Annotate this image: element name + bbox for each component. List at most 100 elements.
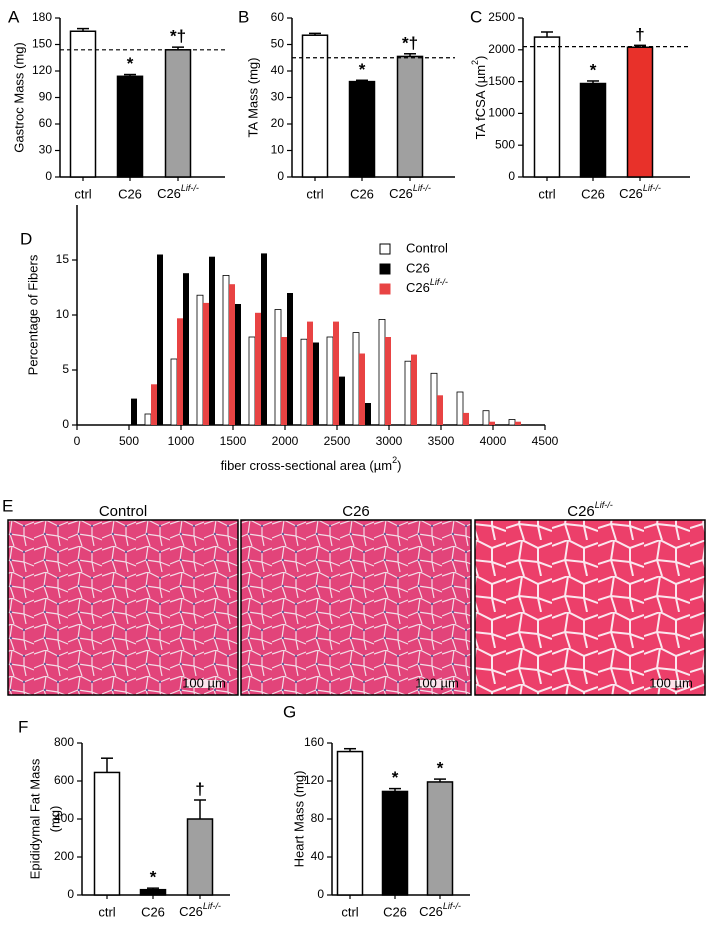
scale-bar-label: 100 µm [649,675,693,690]
histogram-bar [157,254,163,425]
legend-label: C26 [406,260,430,275]
y-tick-label: 0 [62,417,69,431]
y-tick-label: 400 [54,811,74,825]
y-tick-label: 40 [271,63,285,77]
histogram-bar [378,318,386,426]
y-axis-label: Gastroc Mass (mg) [11,42,26,153]
y-tick-label: 160 [304,735,324,749]
histogram-bar [326,336,334,426]
histogram-bar [144,413,152,426]
histogram-bar [339,376,345,425]
panel-letter: G [283,702,296,721]
histogram-bar [151,384,157,425]
bar [426,781,454,896]
x-axis-label: fiber cross-sectional area (µm2) [221,455,402,473]
x-axis-label-sup: 2 [392,455,397,465]
y-axis-label: (mg) [47,806,62,833]
histology-image [7,519,239,696]
y-tick-label: 10 [271,143,285,157]
bar [626,46,654,178]
legend-label: C26Lif-/- [406,277,448,295]
y-axis-label: Epididymal Fat Mass [27,758,42,879]
annotation: * [150,868,157,887]
y-tick-label: 180 [32,10,52,24]
x-tick-label: 1500 [220,434,247,448]
x-axis-label-tail: ) [397,458,401,473]
panel-letter: A [8,7,20,26]
legend-swatch [379,283,391,295]
x-tick-label: 3500 [428,434,455,448]
y-tick-label: 2500 [488,10,515,24]
y-tick-label: 50 [271,37,285,51]
y-axis-label-sup: 2 [470,60,480,65]
annotation: *† [402,33,418,52]
x-tick-label: C26Lif-/- [179,901,221,919]
x-tick-label: C26 [581,186,605,201]
y-tick-label: 1500 [488,74,515,88]
bar [69,30,97,178]
x-tick-label: C26Lif-/- [419,901,461,919]
histogram-bar [482,410,490,426]
y-tick-label: 1000 [488,106,515,120]
histogram-bar [515,421,521,425]
histogram-bar [261,253,267,425]
legend-label: Control [406,240,448,255]
x-tick-label: C26Lif-/- [389,183,431,201]
x-tick-label: 4000 [480,434,507,448]
histogram-bar [430,372,438,426]
annotation: * [437,759,444,778]
legend-swatch [379,263,391,275]
histogram-bar [385,337,391,425]
y-tick-label: 150 [32,37,52,51]
histogram-bar [235,304,241,425]
annotation: *† [170,27,186,46]
y-tick-label: 60 [271,10,285,24]
x-tick-label: 2500 [324,434,351,448]
bar [301,34,329,178]
histogram-bar [411,354,417,425]
histogram-bar [229,284,235,425]
bar [381,790,409,896]
y-tick-label: 30 [271,90,285,104]
bar [164,49,192,178]
histogram-bar [131,398,137,425]
scale-bar [419,680,455,688]
annotation: * [590,60,597,79]
histogram-bar [365,403,371,425]
annotation: * [359,60,366,79]
y-tick-label: 800 [54,735,74,749]
histogram-bar [333,321,339,425]
scale-bar-label: 100 µm [415,675,459,690]
x-tick-label: C26 [350,186,374,201]
x-tick-label-base: C26 [157,186,181,201]
annotation: † [635,25,644,44]
image-title-base: C26 [567,503,595,520]
panel-letter: D [20,229,32,248]
image-title-sup: Lif-/- [595,500,613,510]
y-tick-label: 40 [311,849,325,863]
annotation: * [392,768,399,787]
histogram-bar [300,338,308,426]
y-tick-label: 60 [39,116,53,130]
y-tick-label: 90 [39,90,53,104]
histogram-bar [352,332,360,426]
y-tick-label: 200 [54,849,74,863]
y-tick-label: 120 [304,773,324,787]
x-tick-label: ctrl [74,186,91,201]
histogram-bar [313,342,319,425]
x-tick-label: ctrl [306,186,323,201]
y-tick-label: 600 [54,773,74,787]
y-tick-label: 0 [277,169,284,183]
y-axis-label: Percentage of Fibers [25,254,40,375]
legend-label-base: C26 [406,280,430,295]
legend-swatch [379,243,391,255]
histogram-bar [183,273,189,425]
x-tick-label-base: C26 [419,904,443,919]
histogram-bar [508,419,516,426]
histogram-bar [404,360,412,426]
histogram-bar [281,337,287,425]
histogram-bar [307,321,313,425]
panel-letter: E [2,496,13,515]
x-tick-label: 2000 [272,434,299,448]
bar [93,771,121,896]
